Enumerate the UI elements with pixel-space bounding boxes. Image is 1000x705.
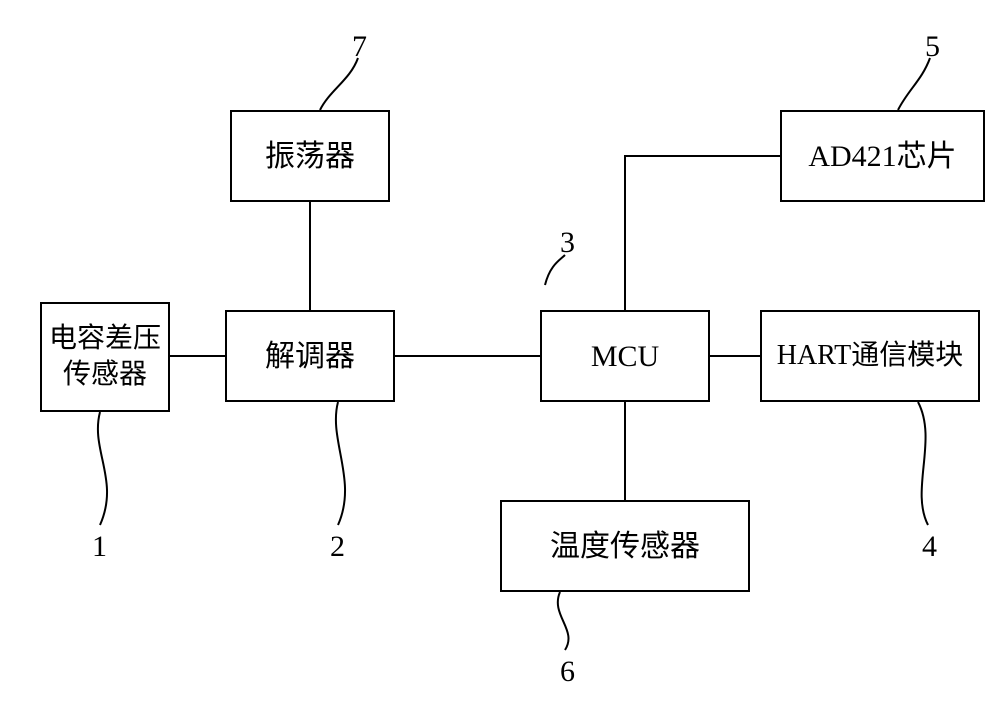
ref-num-5: 5 <box>925 30 940 64</box>
ref-num-3: 3 <box>560 226 575 260</box>
leader-5 <box>898 58 930 110</box>
ref-num-4: 4 <box>922 530 937 564</box>
ref-num-2: 2 <box>330 530 345 564</box>
ref-num-1: 1 <box>92 530 107 564</box>
leader-curves <box>0 0 1000 705</box>
leader-6 <box>558 592 569 650</box>
leader-7 <box>320 58 358 110</box>
leader-2 <box>336 402 345 525</box>
leader-4 <box>918 402 928 525</box>
ref-num-6: 6 <box>560 655 575 689</box>
diagram-canvas: 电容差压传感器 解调器 振荡器 MCU HART通信模块 AD421芯片 温度传… <box>0 0 1000 705</box>
ref-num-7: 7 <box>352 30 367 64</box>
leader-1 <box>98 412 107 525</box>
